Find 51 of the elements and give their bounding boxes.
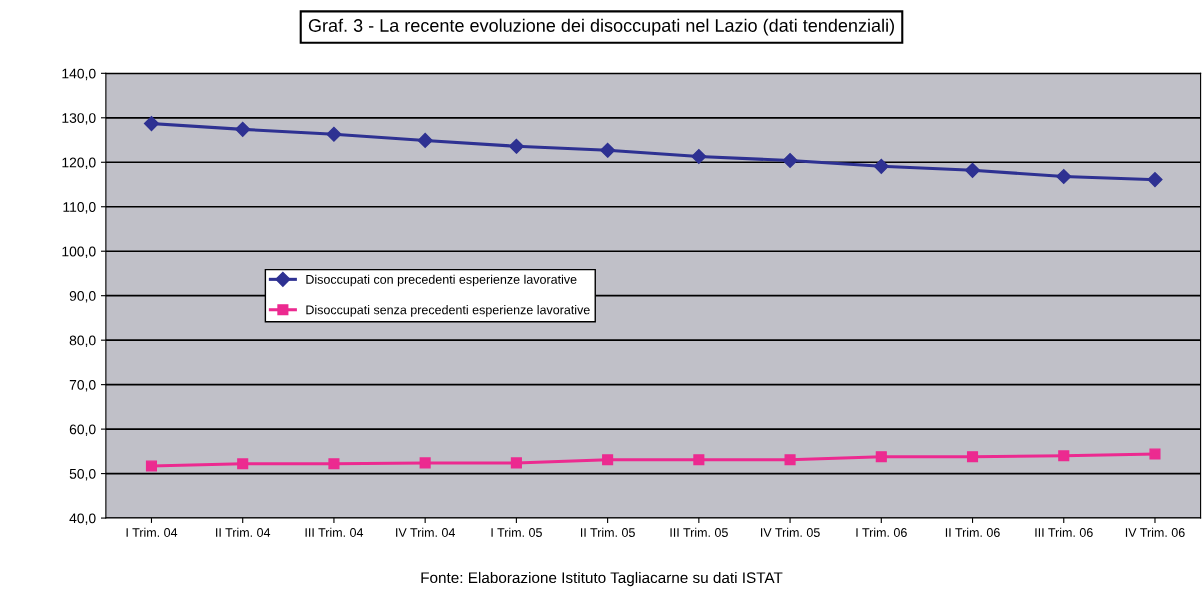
point: [419, 457, 431, 469]
legend-label: Disoccupati con precedenti esperienze lavorative: [306, 274, 577, 287]
point: [1147, 172, 1163, 188]
point: [873, 158, 889, 174]
point: [143, 116, 160, 132]
point: [145, 460, 158, 472]
x-tick-label: III Trim. 06: [1035, 527, 1093, 537]
point: [782, 152, 798, 169]
y-tick-label: 100,0: [62, 246, 96, 259]
x-tick-label: I Trim. 05: [491, 527, 542, 537]
x-tick-label: II Trim. 04: [216, 527, 271, 537]
point: [417, 132, 433, 149]
y-tick-label: 60,0: [69, 424, 96, 436]
point: [1056, 168, 1072, 185]
y-tick-label: 130,0: [62, 113, 96, 125]
point: [326, 126, 342, 142]
point: [508, 138, 524, 154]
x-tick-label: II Trim. 05: [580, 527, 635, 537]
x-tick-label: IV Trim. 04: [396, 527, 456, 537]
point: [328, 458, 340, 470]
point: [966, 451, 979, 463]
x-tick-label: I Trim. 06: [856, 527, 907, 537]
x-tick-label: I Trim. 04: [126, 527, 178, 537]
point: [875, 451, 887, 463]
point: [691, 148, 707, 165]
chart-title: Graf. 3 - La recente evoluzione dei disoccupati nel Lazio (dati tendenziali): [308, 18, 894, 36]
x-tick-label: IV Trim. 05: [761, 527, 820, 537]
x-tick-label: III Trim. 04: [305, 527, 364, 537]
point: [964, 162, 981, 178]
y-tick-label: 70,0: [69, 379, 96, 392]
y-tick-label: 90,0: [69, 291, 96, 303]
point: [602, 454, 614, 466]
point: [1058, 450, 1070, 462]
legend-label: Disoccupati senza precedenti esperienze lavorative: [306, 305, 590, 317]
point: [510, 457, 522, 469]
y-tick-label: 50,0: [69, 468, 96, 481]
y-tick-label: 120,0: [62, 157, 96, 170]
point: [237, 458, 249, 470]
point: [1149, 448, 1161, 460]
y-tick-label: 40,0: [69, 513, 96, 525]
x-tick-label: II Trim. 06: [945, 527, 1000, 537]
point: [235, 121, 251, 137]
y-tick-label: 110,0: [63, 202, 96, 214]
point: [693, 454, 705, 466]
x-tick-label: III Trim. 05: [670, 527, 728, 537]
x-tick-label: IV Trim. 06: [1125, 527, 1185, 537]
y-tick-label: 80,0: [69, 335, 96, 347]
y-tick-label: 140,0: [62, 68, 96, 81]
point: [600, 142, 616, 158]
source-note: Fonte: Elaborazione Istituto Tagliacarne su dati ISTAT: [421, 571, 783, 587]
point: [784, 454, 796, 466]
